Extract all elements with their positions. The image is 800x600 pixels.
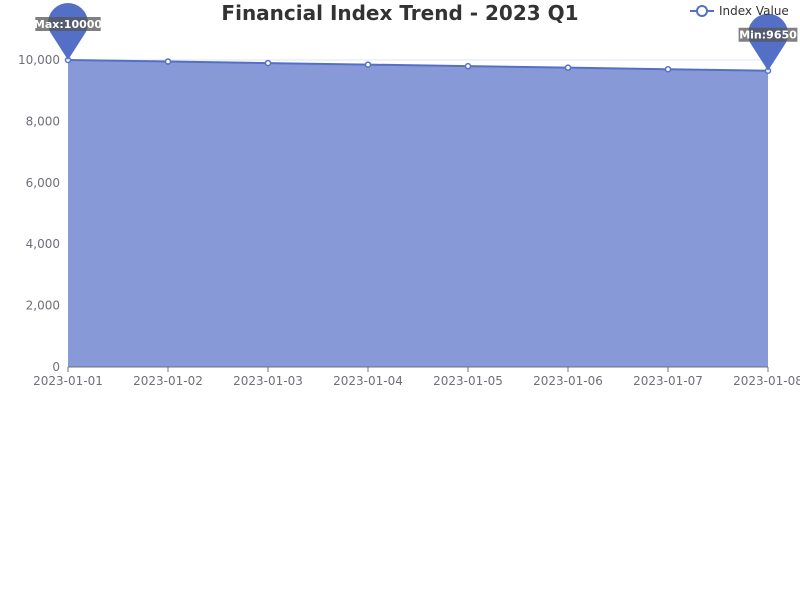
x-tick-label: 2023-01-05 (433, 374, 503, 388)
y-tick-label: 10,000 (18, 53, 60, 67)
data-point[interactable] (664, 65, 672, 73)
axes: 0 2,000 4,000 6,000 8,000 10,000 2023-01-01 202… (18, 53, 800, 388)
pin-marker-icon (748, 13, 789, 71)
x-tick-label: 2023-01-07 (633, 374, 703, 388)
x-tick-label: 2023-01-06 (533, 374, 603, 388)
y-tick-label: 8,000 (26, 114, 60, 128)
legend-label: Index Value (719, 4, 789, 18)
pin-marker-icon (48, 3, 88, 60)
pin-label-bg (738, 27, 798, 42)
data-point[interactable] (464, 62, 472, 70)
x-tick-label: 2023-01-04 (333, 374, 403, 388)
data-point[interactable] (364, 61, 372, 68)
y-tick-label: 0 (52, 360, 60, 374)
series-line (67, 59, 769, 72)
x-tick-label: 2023-01-02 (133, 374, 203, 388)
x-tick-label: 2023-01-03 (233, 374, 303, 388)
min-marker: Min:9650 (738, 13, 798, 71)
chart-title: Financial Index Trend - 2023 Q1 (221, 1, 578, 25)
y-tick-label: 6,000 (26, 176, 60, 190)
area-fill (68, 60, 768, 367)
x-tick-label: 2023-01-08 (733, 374, 800, 388)
pin-label-bg (35, 17, 101, 31)
data-points (64, 56, 772, 74)
extreme-markers: Max:10000 Min:9650 (34, 3, 798, 71)
data-point[interactable] (264, 59, 272, 67)
legend[interactable]: Index Value (690, 4, 789, 18)
data-point[interactable] (564, 64, 572, 71)
data-point[interactable] (164, 58, 172, 65)
x-tick-label: 2023-01-01 (33, 374, 103, 388)
y-tick-label: 2,000 (26, 299, 60, 313)
pin-label: Max:10000 (34, 18, 102, 31)
legend-marker-icon (696, 5, 708, 17)
max-marker: Max:10000 (34, 3, 102, 60)
pin-label: Min:9650 (739, 29, 797, 42)
area-layer (67, 59, 769, 367)
y-tick-label: 4,000 (26, 237, 60, 251)
